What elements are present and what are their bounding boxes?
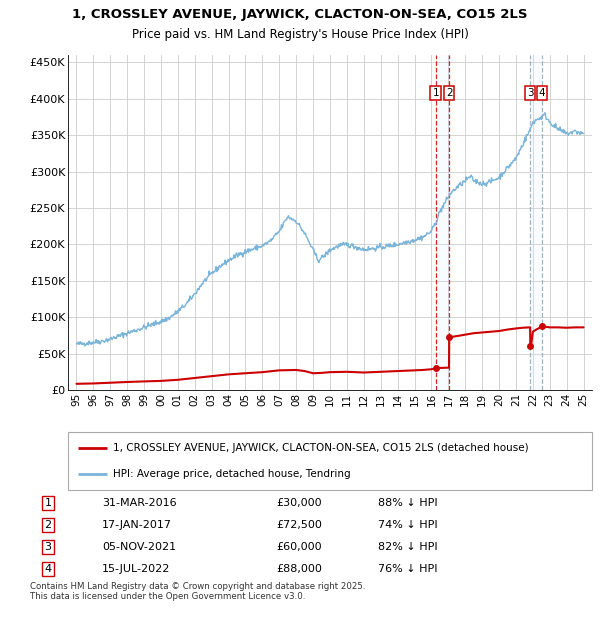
Text: HPI: Average price, detached house, Tendring: HPI: Average price, detached house, Tend… [113, 469, 350, 479]
Text: £88,000: £88,000 [276, 564, 322, 574]
Text: 1: 1 [44, 498, 52, 508]
Text: 1, CROSSLEY AVENUE, JAYWICK, CLACTON-ON-SEA, CO15 2LS: 1, CROSSLEY AVENUE, JAYWICK, CLACTON-ON-… [72, 8, 528, 21]
Text: 88% ↓ HPI: 88% ↓ HPI [378, 498, 437, 508]
Bar [530, 55, 542, 390]
Text: 2: 2 [44, 520, 52, 530]
Text: Price paid vs. HM Land Registry's House Price Index (HPI): Price paid vs. HM Land Registry's House … [131, 28, 469, 41]
Text: 4: 4 [539, 88, 545, 98]
Bar [436, 55, 449, 390]
Text: 3: 3 [527, 88, 533, 98]
Text: £30,000: £30,000 [276, 498, 322, 508]
Text: 74% ↓ HPI: 74% ↓ HPI [378, 520, 437, 530]
Text: 15-JUL-2022: 15-JUL-2022 [102, 564, 170, 574]
Text: £72,500: £72,500 [276, 520, 322, 530]
Text: 31-MAR-2016: 31-MAR-2016 [102, 498, 176, 508]
Text: 17-JAN-2017: 17-JAN-2017 [102, 520, 172, 530]
Text: 3: 3 [44, 542, 52, 552]
Text: 4: 4 [44, 564, 52, 574]
Text: £60,000: £60,000 [276, 542, 322, 552]
Text: 2: 2 [446, 88, 452, 98]
Text: 82% ↓ HPI: 82% ↓ HPI [378, 542, 437, 552]
FancyBboxPatch shape [68, 432, 592, 490]
Text: 76% ↓ HPI: 76% ↓ HPI [378, 564, 437, 574]
Text: Contains HM Land Registry data © Crown copyright and database right 2025.
This d: Contains HM Land Registry data © Crown c… [30, 582, 365, 601]
Text: 1, CROSSLEY AVENUE, JAYWICK, CLACTON-ON-SEA, CO15 2LS (detached house): 1, CROSSLEY AVENUE, JAYWICK, CLACTON-ON-… [113, 443, 528, 453]
Text: 05-NOV-2021: 05-NOV-2021 [102, 542, 176, 552]
Text: 1: 1 [433, 88, 439, 98]
